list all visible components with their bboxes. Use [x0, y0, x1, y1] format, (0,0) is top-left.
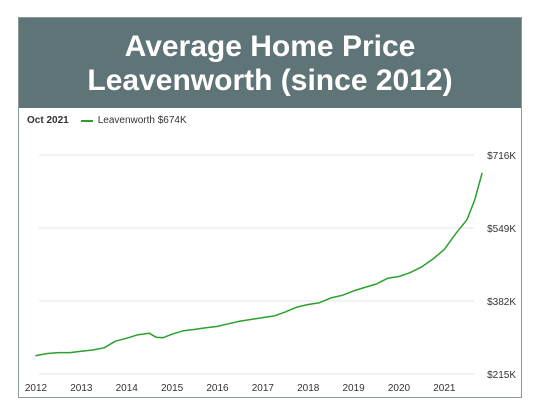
x-tick-label: 2018 — [297, 383, 320, 394]
x-tick-label: 2019 — [342, 383, 365, 394]
chart-legend: Oct 2021 Leavenworth $674K — [27, 115, 187, 126]
x-tick-label: 2012 — [25, 383, 48, 394]
title-line-1: Average Home Price — [124, 30, 416, 63]
chart-frame: Average Home Price Leavenworth (since 20… — [18, 17, 522, 398]
y-tick-label: $215K — [487, 370, 516, 381]
x-tick-label: 2021 — [433, 383, 456, 394]
y-tick-label: $549K — [487, 224, 516, 235]
line-chart: $215K $382K $549K $716K 2012 2013 2014 2015 2016… — [25, 151, 516, 394]
legend-series-label: Leavenworth $674K — [97, 115, 187, 126]
x-tick-label: 2014 — [116, 383, 139, 394]
x-tick-label: 2020 — [388, 383, 411, 394]
x-tick-label: 2016 — [206, 383, 229, 394]
series-line-leavenworth — [35, 172, 483, 357]
title-line-2: Leavenworth (since 2012) — [87, 64, 453, 97]
x-tick-label: 2017 — [252, 383, 275, 394]
title-banner: Average Home Price Leavenworth (since 20… — [19, 18, 521, 108]
y-tick-label: $716K — [487, 151, 516, 162]
x-tick-label: 2013 — [70, 383, 93, 394]
legend-date: Oct 2021 — [27, 115, 69, 126]
legend-line-swatch — [80, 119, 93, 122]
x-tick-label: 2015 — [161, 383, 184, 394]
y-tick-label: $382K — [487, 297, 516, 308]
